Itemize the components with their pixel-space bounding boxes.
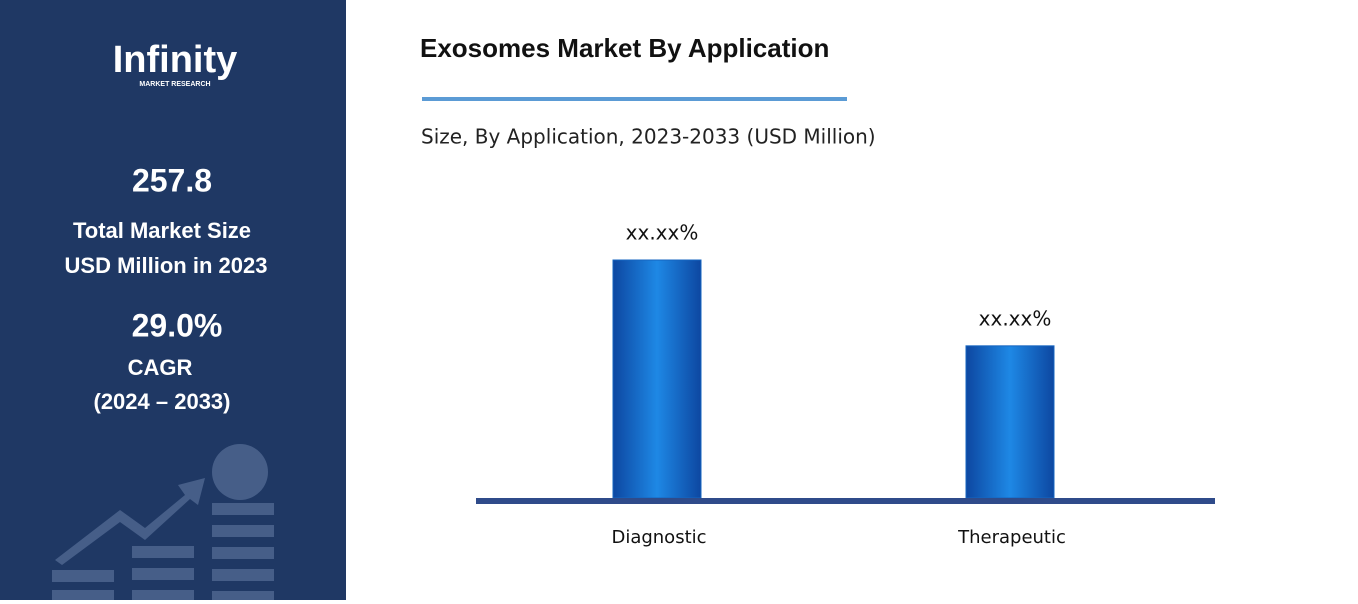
logo-tagline: MARKET RESEARCH	[139, 81, 210, 88]
bar	[965, 345, 1055, 499]
chart-title: Exosomes Market By Application	[420, 33, 829, 63]
x-tick-label: Diagnostic	[611, 527, 706, 548]
cagr: 29.0%	[132, 307, 223, 343]
sidebar	[0, 0, 346, 600]
market-size-label: Total Market Size	[73, 218, 251, 243]
market-size: 257.8	[132, 162, 212, 198]
market-size-label: USD Million in 2023	[65, 253, 268, 278]
data-label: xx.xx%	[979, 306, 1052, 330]
x-tick-label: Therapeutic	[957, 527, 1066, 548]
money-icon	[52, 444, 274, 600]
bar	[612, 259, 702, 499]
chart-subtitle: Size, By Application, 2023-2033 (USD Mil…	[421, 125, 876, 149]
cagr-period: (2024 – 2033)	[94, 389, 231, 414]
cagr-label: CAGR	[128, 355, 193, 380]
logo: Infinity	[113, 39, 238, 81]
data-label: xx.xx%	[626, 221, 699, 245]
